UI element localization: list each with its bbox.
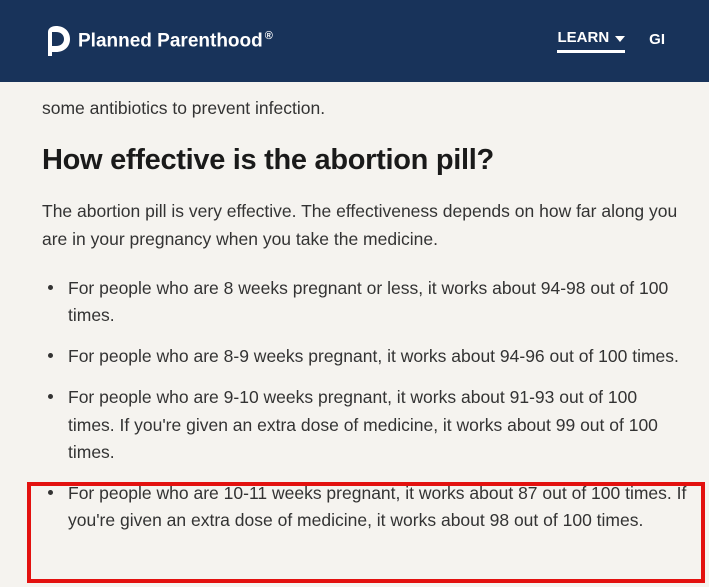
nav-item-partial[interactable]: GI: [649, 31, 665, 52]
section-heading: How effective is the abortion pill?: [42, 144, 687, 177]
nav-learn[interactable]: LEARN: [557, 29, 625, 53]
nav-partial-label: GI: [649, 31, 665, 48]
list-item: For people who are 8-9 weeks pregnant, i…: [62, 343, 687, 370]
logo-icon: [44, 26, 70, 56]
nav-learn-label: LEARN: [557, 29, 609, 46]
brand-logo[interactable]: Planned Parenthood®: [44, 26, 273, 56]
site-header: Planned Parenthood® LEARN GI: [0, 0, 709, 82]
list-item: For people who are 10-11 weeks pregnant,…: [62, 480, 687, 534]
section-intro: The abortion pill is very effective. The…: [42, 197, 687, 253]
primary-nav: LEARN GI: [557, 29, 665, 53]
preceding-paragraph-fragment: some antibiotics to prevent infection.: [42, 94, 687, 122]
effectiveness-list: For people who are 8 weeks pregnant or l…: [42, 275, 687, 534]
chevron-down-icon: [615, 36, 625, 42]
brand-name: Planned Parenthood®: [78, 30, 273, 52]
article-body: some antibiotics to prevent infection. H…: [0, 82, 709, 534]
list-item: For people who are 8 weeks pregnant or l…: [62, 275, 687, 329]
list-item: For people who are 9-10 weeks pregnant, …: [62, 384, 687, 465]
